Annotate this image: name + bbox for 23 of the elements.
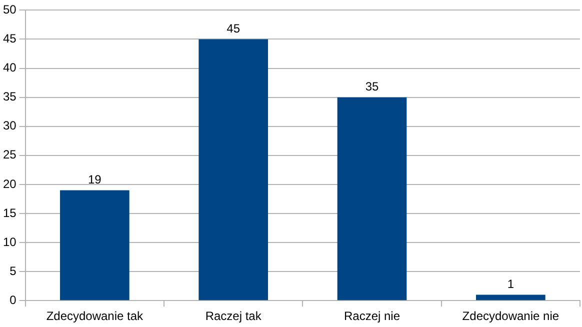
bar	[337, 97, 407, 300]
bar	[476, 294, 546, 300]
x-tick-label: Zdecydowanie nie	[462, 309, 560, 324]
y-tick-label: 50	[2, 2, 17, 17]
y-tick-label: 5	[10, 264, 17, 278]
x-tick-label: Raczej tak	[205, 309, 262, 324]
y-tick-label: 15	[2, 206, 17, 220]
y-tick-label: 25	[2, 148, 17, 162]
x-tick-label: Raczej nie	[344, 309, 400, 324]
y-tick-label: 35	[2, 90, 17, 104]
y-tick-label: 0	[10, 292, 17, 307]
y-tick-label: 20	[2, 176, 17, 191]
y-tick-label: 45	[2, 32, 17, 46]
y-tick-label: 40	[2, 60, 17, 75]
data-label: 35	[365, 80, 379, 94]
x-tick-label: Zdecydowanie tak	[46, 309, 144, 324]
data-label: 45	[226, 22, 240, 36]
data-label: 19	[88, 172, 102, 187]
y-tick-label: 30	[2, 118, 17, 133]
data-label: 1	[507, 277, 514, 292]
bar	[60, 190, 130, 300]
y-tick-label: 10	[2, 234, 17, 249]
bar	[198, 39, 268, 300]
